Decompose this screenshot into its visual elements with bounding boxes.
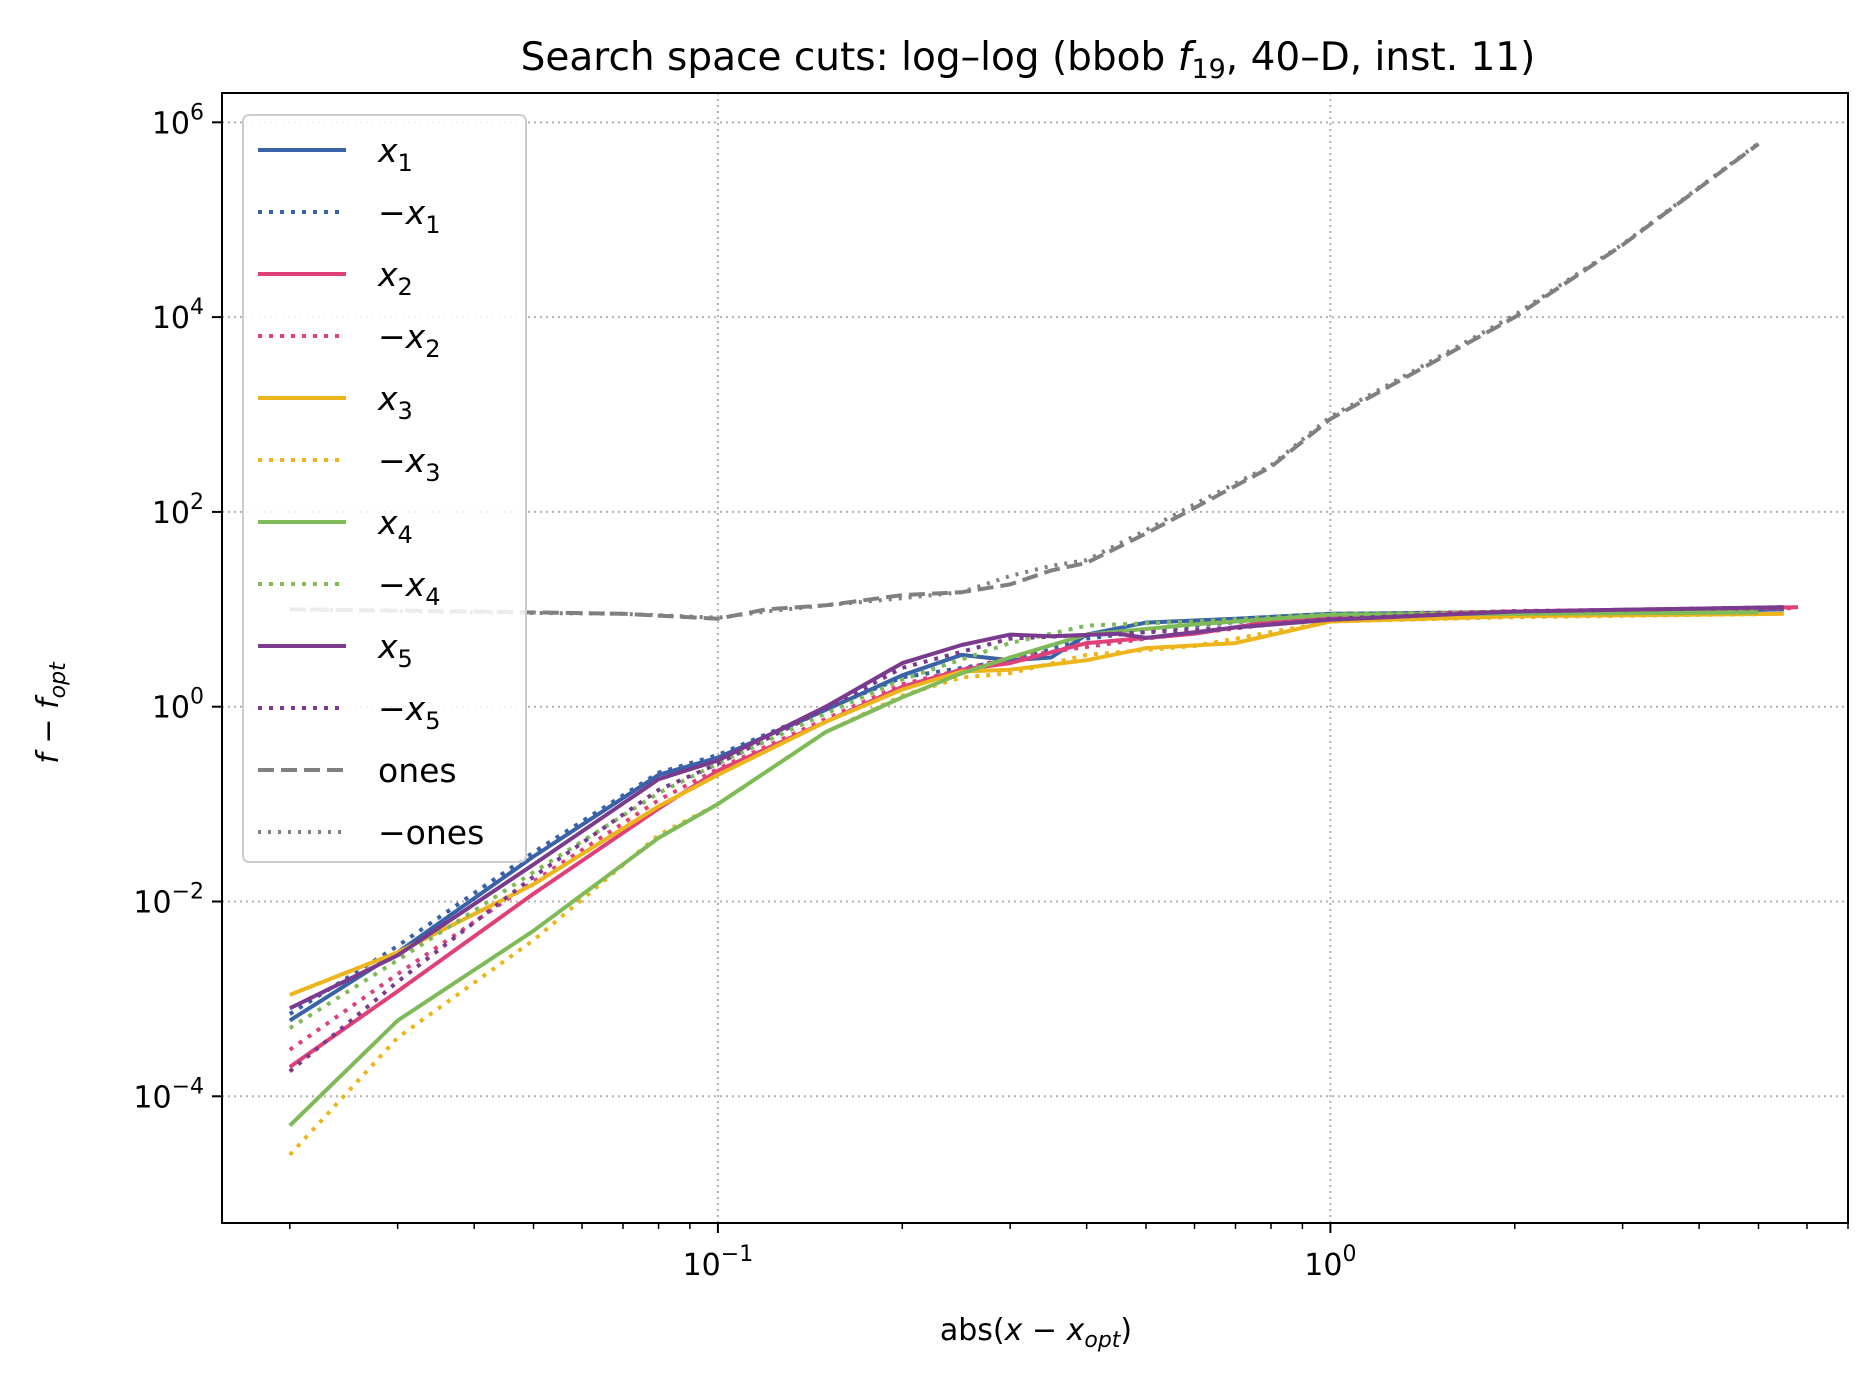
series-line-neg-x4: [288, 609, 1759, 1030]
y-tick-label: 104: [152, 295, 204, 336]
series-line-neg-x3: [288, 611, 1784, 1157]
series-line-ones: [289, 142, 1760, 621]
legend-label: x4: [377, 503, 413, 549]
legend-label: −x4: [378, 565, 440, 611]
x-axis-label: abs(x − xopt): [940, 1313, 1132, 1353]
legend: x1 −x1 x2 −x2 x3 −x3 x4 −x4 x5 −x5 ones −ones: [242, 114, 527, 863]
legend-label: x3: [377, 379, 413, 425]
legend-label: −x5: [378, 689, 440, 735]
y-tick-label: 10−2: [133, 879, 204, 920]
y-tick-label: 106: [152, 100, 204, 141]
series-line-x4: [288, 610, 1759, 1128]
axis-ticks: 10−1 100 106 104 102 100 10−2 10−4: [133, 100, 1849, 1283]
x-tick-label: 10−1: [683, 1242, 754, 1283]
legend-label: −ones: [378, 813, 484, 852]
legend-label: −x2: [378, 317, 440, 363]
y-tick-label: 100: [152, 685, 204, 726]
plot-frame: [221, 92, 1849, 1224]
legend-label: x1: [377, 131, 413, 177]
y-tick-label: 102: [152, 490, 204, 531]
legend-label: x5: [377, 627, 413, 673]
series-line-neg-x5: [288, 605, 1784, 1073]
legend-label: ones: [378, 751, 457, 790]
series-line-x5: [288, 605, 1784, 1011]
series-lines: [288, 141, 1799, 1157]
chart-title: Search space cuts: log–log (bbob f19, 40…: [521, 35, 1536, 85]
legend-box: [242, 114, 527, 863]
legend-label: −x3: [378, 441, 440, 487]
x-tick-label: 100: [1304, 1242, 1356, 1283]
legend-label: −x1: [378, 193, 440, 239]
legend-label: x2: [377, 255, 413, 301]
series-line-neg-ones: [289, 141, 1760, 620]
y-tick-label: 10−4: [133, 1074, 204, 1115]
series-line-neg-x2: [288, 606, 1799, 1052]
